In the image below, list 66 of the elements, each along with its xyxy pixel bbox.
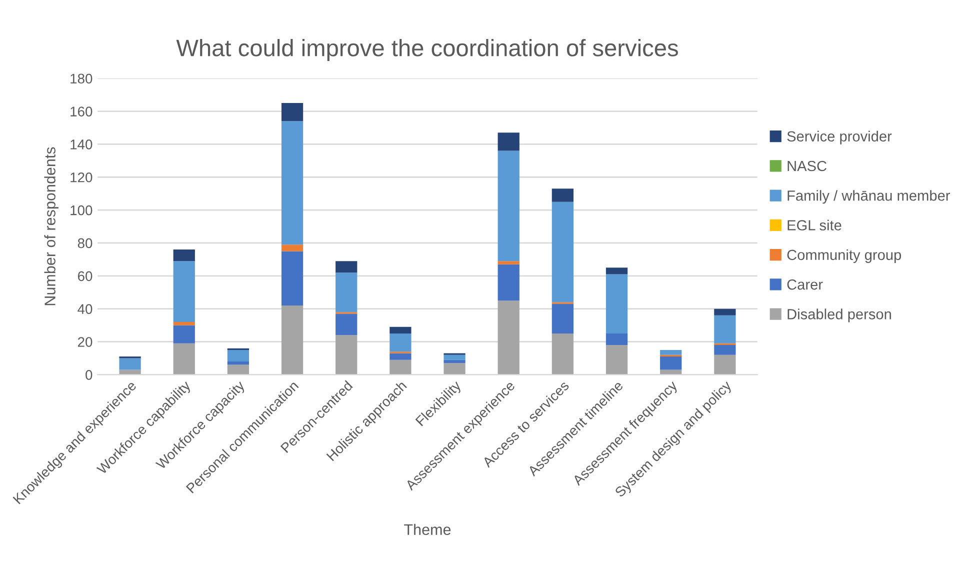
bar: [119, 370, 141, 375]
bar: [444, 354, 466, 360]
y-tick-label: 100: [70, 205, 92, 216]
bar: [714, 345, 736, 355]
bar: [227, 350, 250, 362]
bar: [173, 322, 195, 326]
y-tick-label: 40: [78, 304, 92, 314]
bar: [281, 244, 304, 252]
bar: [660, 356, 682, 370]
bar: [281, 103, 304, 122]
bar: [390, 334, 412, 352]
bar: [173, 325, 195, 344]
bar: [281, 251, 304, 306]
legend-label: EGL site: [788, 220, 842, 230]
bar: [444, 360, 466, 364]
legend-label: NASC: [788, 160, 827, 172]
bar: [390, 326, 412, 334]
bar: [714, 354, 736, 375]
x-axis-title: Theme: [404, 524, 451, 536]
y-tick-label: 140: [70, 140, 92, 150]
legend-label: Community group: [787, 249, 902, 263]
bar: [552, 202, 574, 302]
legend-label: Family / whānau member: [788, 190, 950, 204]
y-tick-label: 80: [78, 238, 92, 248]
bar: [227, 364, 250, 375]
bar: [606, 268, 628, 274]
y-tick-label: 0: [86, 370, 92, 380]
bar: [606, 274, 628, 334]
bar: [119, 358, 141, 370]
bar: [660, 350, 682, 355]
bar: [173, 343, 195, 375]
bar: [173, 250, 195, 262]
bar: [606, 334, 628, 346]
bar: [336, 335, 358, 375]
bar: [498, 261, 520, 264]
y-tick-label: 180: [70, 74, 92, 84]
bar: [390, 360, 412, 375]
chart-title: What could improve the coordination of services: [176, 39, 678, 62]
y-tick-label: 60: [78, 271, 92, 282]
bar: [227, 361, 250, 365]
bar: [498, 300, 520, 375]
bar: [498, 264, 520, 301]
legend-label: Disabled person: [788, 308, 891, 322]
y-tick-label: 160: [70, 106, 92, 116]
legend-label: Carer: [787, 279, 823, 290]
bar: [336, 272, 358, 312]
y-tick-label: 20: [78, 337, 92, 347]
bar: [336, 314, 358, 336]
bar: [498, 132, 520, 151]
bar: [173, 261, 195, 322]
bar: [281, 121, 304, 245]
bar: [714, 315, 736, 344]
bar: [552, 334, 574, 375]
bar: [552, 304, 574, 334]
bar: [606, 345, 628, 375]
bar: [281, 306, 304, 375]
bar: [390, 353, 412, 360]
bar: [714, 308, 736, 316]
legend-label: Service provider: [787, 130, 892, 144]
bar: [444, 363, 466, 375]
bar: [552, 188, 574, 202]
y-tick-label: 120: [70, 172, 92, 182]
bar: [660, 370, 682, 375]
bar: [336, 261, 358, 273]
bar: [498, 150, 520, 262]
y-axis-title: Number of respondents: [44, 147, 58, 306]
